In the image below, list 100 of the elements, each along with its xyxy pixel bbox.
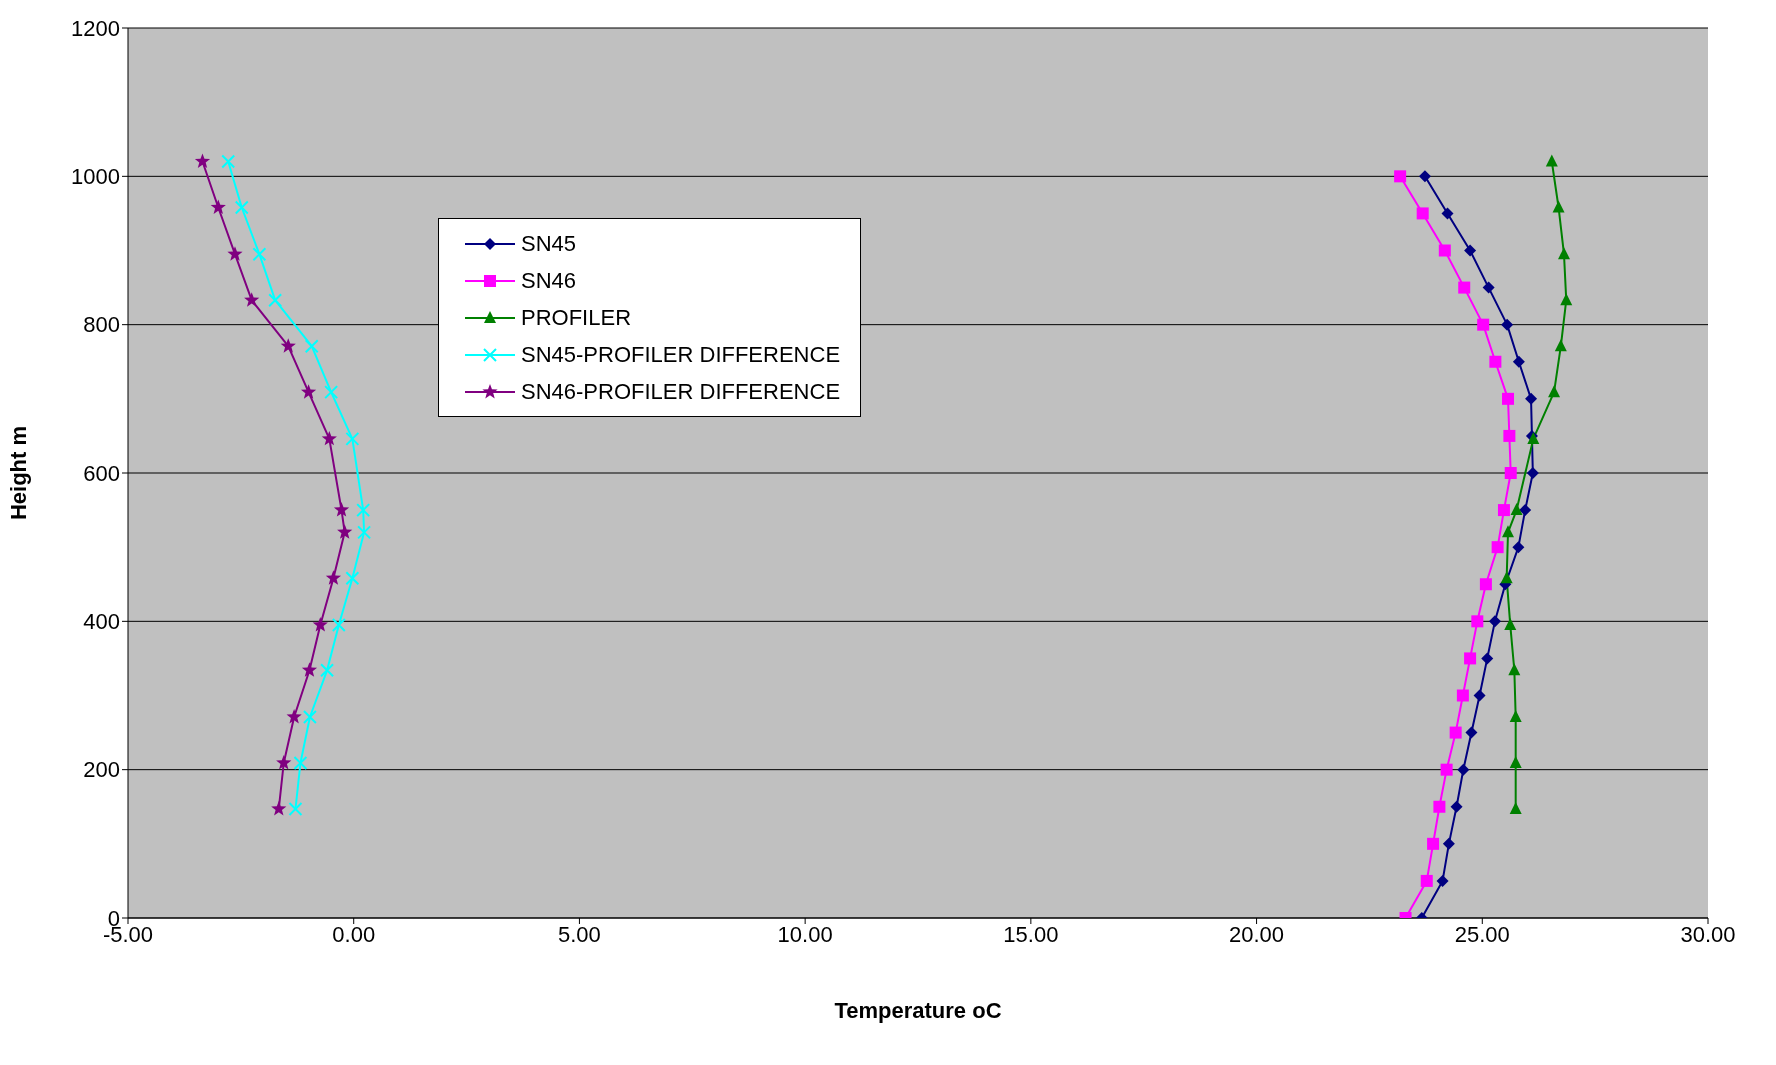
- point: [286, 709, 302, 724]
- legend-label: SN46: [521, 267, 577, 294]
- point: [300, 384, 317, 399]
- point: [1464, 652, 1477, 665]
- point: [1502, 525, 1515, 538]
- point: [1457, 763, 1470, 776]
- x-tick-label: 30.00: [1680, 921, 1736, 947]
- point: [1456, 689, 1469, 702]
- point: [1503, 429, 1516, 442]
- point: [280, 338, 296, 353]
- x-tick-label: 10.00: [777, 921, 833, 947]
- point: [194, 153, 211, 168]
- point: [1491, 541, 1504, 554]
- point: [1519, 504, 1532, 517]
- point: [1481, 652, 1494, 665]
- point: [1512, 541, 1525, 554]
- point: [1504, 618, 1517, 631]
- x-tick-label: 15.00: [1003, 921, 1059, 947]
- x-tick-label: 25.00: [1454, 921, 1510, 947]
- point: [1512, 355, 1525, 368]
- x-tick-label: 0.00: [332, 921, 376, 947]
- legend-label: SN45: [521, 230, 577, 257]
- point: [1525, 392, 1538, 405]
- point: [321, 430, 337, 446]
- x-tick-label: 5.00: [558, 921, 601, 947]
- point: [1394, 170, 1407, 183]
- point: [302, 710, 317, 725]
- point: [1508, 663, 1521, 676]
- point: [1545, 154, 1558, 167]
- point: [268, 293, 283, 308]
- point: [1441, 207, 1454, 220]
- point: [1458, 281, 1471, 294]
- point: [1479, 578, 1492, 591]
- point: [356, 503, 371, 518]
- point: [1449, 726, 1462, 739]
- point: [1554, 339, 1567, 352]
- point: [210, 199, 226, 214]
- point: [1548, 385, 1561, 398]
- point: [276, 754, 292, 770]
- point: [1552, 200, 1565, 213]
- point: [1526, 467, 1539, 479]
- y-tick-label: 1000: [71, 164, 120, 190]
- point: [337, 524, 353, 539]
- point: [357, 525, 372, 540]
- x-axis-title: Temperature oC: [834, 998, 1002, 1023]
- point: [1501, 318, 1514, 331]
- point: [345, 571, 360, 586]
- point: [324, 385, 339, 400]
- point: [312, 617, 328, 632]
- point: [1489, 355, 1502, 368]
- point: [1440, 763, 1453, 776]
- legend-label: SN45-PROFILER DIFFERENCE: [521, 341, 841, 368]
- point: [1557, 247, 1570, 260]
- point: [1427, 837, 1440, 850]
- point: [252, 247, 267, 262]
- point: [1488, 615, 1501, 628]
- y-tick-label: 800: [83, 312, 120, 338]
- x-tick-label: 20.00: [1229, 921, 1285, 947]
- point: [1497, 504, 1510, 517]
- point: [1473, 689, 1486, 702]
- y-tick-label: 200: [83, 757, 120, 783]
- point: [227, 246, 243, 261]
- point: [1477, 318, 1490, 331]
- point: [333, 502, 350, 517]
- point: [1420, 874, 1433, 887]
- point: [1560, 293, 1573, 306]
- point: [345, 431, 360, 446]
- point: [244, 292, 260, 307]
- point: [288, 801, 303, 816]
- point: [1433, 800, 1446, 813]
- point: [331, 618, 346, 633]
- point: [320, 663, 335, 678]
- point: [1442, 837, 1455, 850]
- point: [1464, 244, 1477, 257]
- legend-label: SN46-PROFILER DIFFERENCE: [521, 378, 841, 405]
- point: [1436, 874, 1449, 887]
- point: [325, 570, 342, 585]
- point: [271, 800, 287, 816]
- point: [1438, 244, 1451, 257]
- point: [1482, 281, 1495, 294]
- legend-label: PROFILER: [521, 304, 632, 331]
- point: [1416, 207, 1429, 220]
- point: [304, 339, 319, 354]
- point: [301, 662, 318, 677]
- point: [1510, 503, 1523, 516]
- point: [293, 755, 308, 770]
- point: [1465, 726, 1478, 739]
- y-tick-label: 400: [83, 609, 120, 635]
- point: [1450, 800, 1463, 813]
- point: [1502, 392, 1515, 405]
- point: [1500, 571, 1513, 584]
- point: [221, 154, 236, 169]
- y-tick-label: 1200: [71, 15, 120, 41]
- y-axis-title: Height m: [5, 425, 31, 521]
- y-tick-label: 600: [83, 460, 120, 486]
- point: [1418, 170, 1431, 183]
- point: [1509, 710, 1522, 723]
- point: [1471, 615, 1484, 628]
- point: [234, 200, 249, 215]
- point: [1504, 467, 1517, 479]
